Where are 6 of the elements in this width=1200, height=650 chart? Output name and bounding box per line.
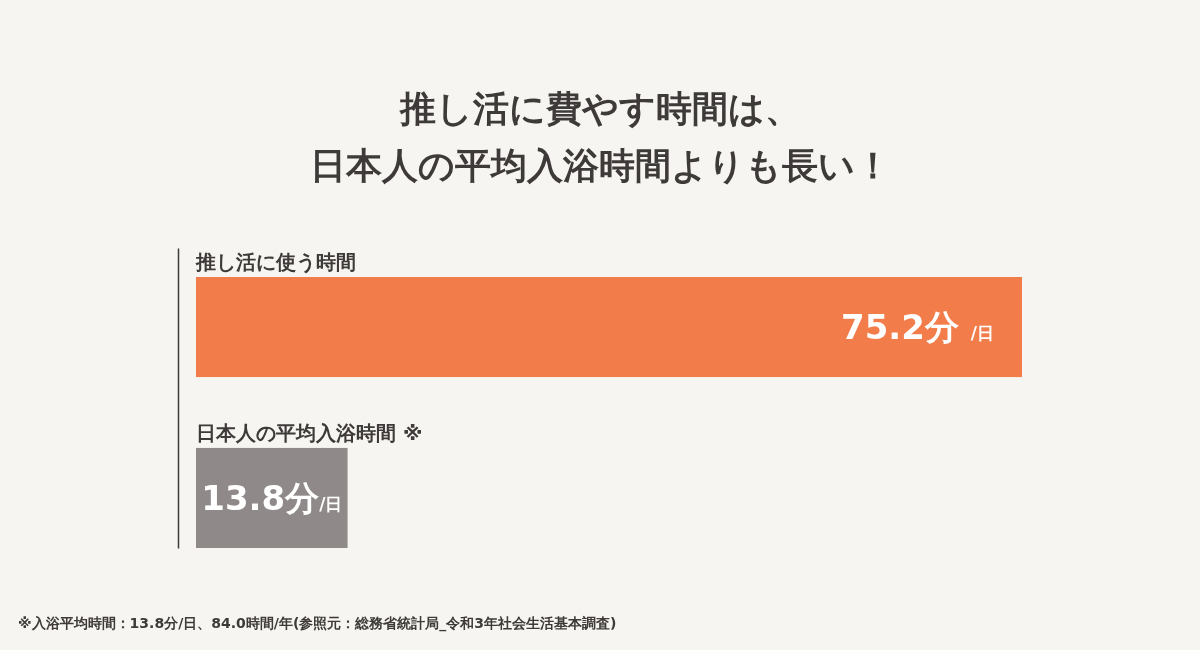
chart-title: 推し活に費やす時間は、日本人の平均入浴時間よりも長い！ [309, 88, 891, 186]
text: ※入浴平均時間：13.8分/日、84.0時間/年(参照元：総務省統計局_令和3年社会生活基本調査) [18, 615, 617, 632]
data-label: 75.2分 /日 [841, 307, 994, 348]
y-tick-label: 日本人の平均入浴時間 ※ [196, 420, 423, 445]
y-tick-label: 推し活に使う時間 [195, 250, 356, 274]
data-label: 13.8分/日 [201, 477, 343, 518]
